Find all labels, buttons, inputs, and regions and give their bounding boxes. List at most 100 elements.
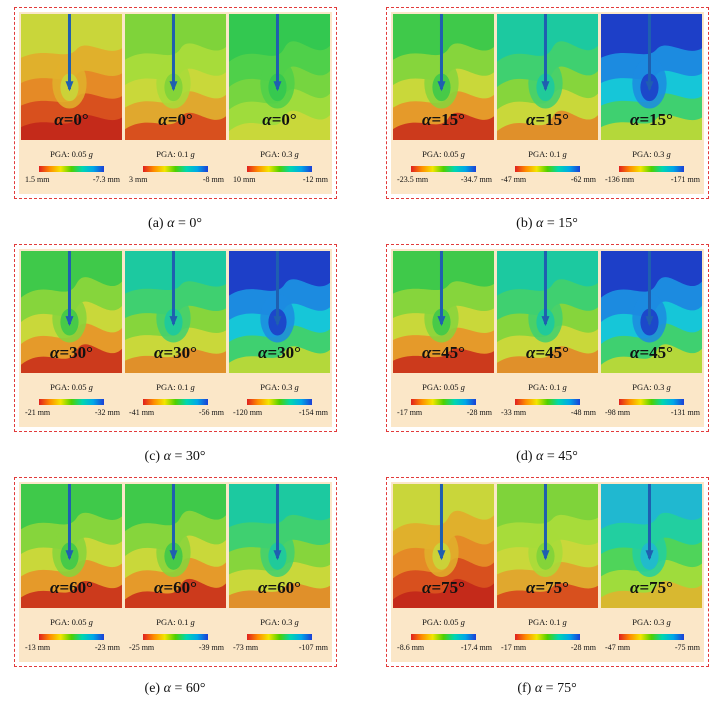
- colorbar-min: -41 mm: [129, 408, 155, 417]
- colorbar-max: -7.3 mm: [92, 175, 120, 184]
- contour-panel: α=0° PGA: 0.3 g 10 mm -12 mm: [229, 14, 330, 192]
- colorbar-max: -171 mm: [670, 175, 700, 184]
- colorbar-max: -131 mm: [670, 408, 700, 417]
- angle-label: α=0°: [21, 110, 122, 130]
- angle-symbol: α: [258, 343, 268, 362]
- contour-panel: α=45° PGA: 0.1 g -33 mm -48 mm: [497, 251, 598, 425]
- colorbar-min: -17 mm: [501, 643, 527, 652]
- figure-caption: (a) α = 0°: [75, 216, 275, 232]
- angle-label: α=0°: [125, 110, 226, 130]
- figure-group-f: α=75° PGA: 0.05 g -8.6 mm -17.4 mm α=75° PGA:…: [386, 477, 709, 667]
- colorbar: [143, 399, 208, 405]
- group-background: α=45° PGA: 0.05 g -17 mm -28 mm α=45° PGA: 0.…: [391, 249, 704, 427]
- pga-unit: g: [666, 382, 671, 392]
- angle-symbol: α: [422, 578, 432, 597]
- contour-svg: [229, 251, 330, 373]
- contour-band: [21, 580, 122, 608]
- pile-tip-icon: [645, 81, 654, 92]
- colorbar: [143, 166, 208, 172]
- caption-symbol: α: [535, 216, 544, 231]
- angle-value: =15°: [535, 110, 569, 129]
- colorbar: [247, 399, 312, 405]
- colorbar-min: -21 mm: [25, 408, 51, 417]
- caption-symbol: α: [167, 216, 175, 231]
- angle-symbol: α: [630, 343, 640, 362]
- group-background: α=30° PGA: 0.05 g -21 mm -32 mm α=30° PGA: 0.…: [19, 249, 332, 427]
- pga-label: PGA: 0.3 g: [229, 382, 330, 392]
- contour-band: [393, 348, 494, 373]
- colorbar-max: -17.4 mm: [460, 643, 492, 652]
- pga-text: PGA: 0.3: [632, 149, 667, 159]
- pile-tip-icon: [273, 316, 282, 327]
- figure-caption: (d) α = 45°: [447, 449, 647, 465]
- caption-value: = 15°: [543, 216, 578, 231]
- colorbar-max: -32 mm: [94, 408, 120, 417]
- contour-plot: [229, 14, 330, 140]
- colorbar-min: -25 mm: [129, 643, 155, 652]
- angle-label: α=0°: [229, 110, 330, 130]
- colorbar: [411, 399, 476, 405]
- pile-tip-icon: [541, 81, 550, 92]
- angle-label: α=75°: [601, 578, 702, 598]
- contour-panel: α=60° PGA: 0.05 g -13 mm -23 mm: [21, 484, 122, 660]
- angle-label: α=45°: [497, 343, 598, 363]
- pga-unit: g: [190, 382, 195, 392]
- colorbar-max: -75 mm: [674, 643, 700, 652]
- contour-plot: [497, 251, 598, 373]
- angle-value: =30°: [163, 343, 197, 362]
- colorbar-max: -28 mm: [466, 408, 492, 417]
- colorbar-min: -73 mm: [233, 643, 259, 652]
- pga-label: PGA: 0.1 g: [497, 382, 598, 392]
- pile-tip-icon: [169, 316, 178, 327]
- colorbar-min: 10 mm: [233, 175, 256, 184]
- colorbar: [39, 166, 104, 172]
- pga-unit: g: [460, 617, 465, 627]
- angle-symbol: α: [630, 578, 640, 597]
- contour-plot: [601, 14, 702, 140]
- colorbar-min: -23.5 mm: [397, 175, 429, 184]
- pga-unit: g: [294, 149, 299, 159]
- contour-svg: [21, 251, 122, 373]
- figure-group-b: α=15° PGA: 0.05 g -23.5 mm -34.7 mm α=15° PGA…: [386, 7, 709, 199]
- pga-label: PGA: 0.1 g: [125, 149, 226, 159]
- pga-label: PGA: 0.1 g: [125, 382, 226, 392]
- caption-symbol: α: [534, 681, 543, 696]
- pga-label: PGA: 0.05 g: [21, 617, 122, 627]
- contour-panel: α=75° PGA: 0.1 g -17 mm -28 mm: [497, 484, 598, 660]
- contour-band: [125, 348, 226, 373]
- angle-symbol: α: [262, 110, 272, 129]
- angle-label: α=45°: [601, 343, 702, 363]
- angle-value: =0°: [63, 110, 89, 129]
- angle-symbol: α: [50, 343, 60, 362]
- angle-value: =30°: [59, 343, 93, 362]
- colorbar-max: -12 mm: [302, 175, 328, 184]
- colorbar-min: -136 mm: [605, 175, 635, 184]
- contour-band: [393, 578, 494, 608]
- colorbar-min: -17 mm: [397, 408, 423, 417]
- angle-value: =75°: [535, 578, 569, 597]
- contour-panel: α=45° PGA: 0.05 g -17 mm -28 mm: [393, 251, 494, 425]
- colorbar-max: -62 mm: [570, 175, 596, 184]
- pga-text: PGA: 0.1: [156, 617, 191, 627]
- contour-band: [21, 114, 122, 140]
- caption-prefix: (c): [144, 449, 164, 464]
- contour-svg: [393, 251, 494, 373]
- caption-symbol: α: [163, 449, 171, 464]
- angle-symbol: α: [50, 578, 60, 597]
- contour-band: [601, 580, 702, 608]
- angle-symbol: α: [422, 343, 432, 362]
- colorbar-max: -48 mm: [570, 408, 596, 417]
- colorbar: [515, 634, 580, 640]
- contour-panel: α=30° PGA: 0.05 g -21 mm -32 mm: [21, 251, 122, 425]
- angle-value: =0°: [167, 110, 193, 129]
- contour-plot: [393, 14, 494, 140]
- angle-value: =45°: [535, 343, 569, 362]
- colorbar-max: -154 mm: [298, 408, 328, 417]
- pga-unit: g: [88, 382, 93, 392]
- caption-prefix: (a): [148, 216, 168, 231]
- contour-panel: α=75° PGA: 0.3 g -47 mm -75 mm: [601, 484, 702, 660]
- pga-label: PGA: 0.05 g: [393, 382, 494, 392]
- pga-text: PGA: 0.05: [50, 617, 89, 627]
- pga-unit: g: [562, 149, 567, 159]
- contour-svg: [21, 14, 122, 140]
